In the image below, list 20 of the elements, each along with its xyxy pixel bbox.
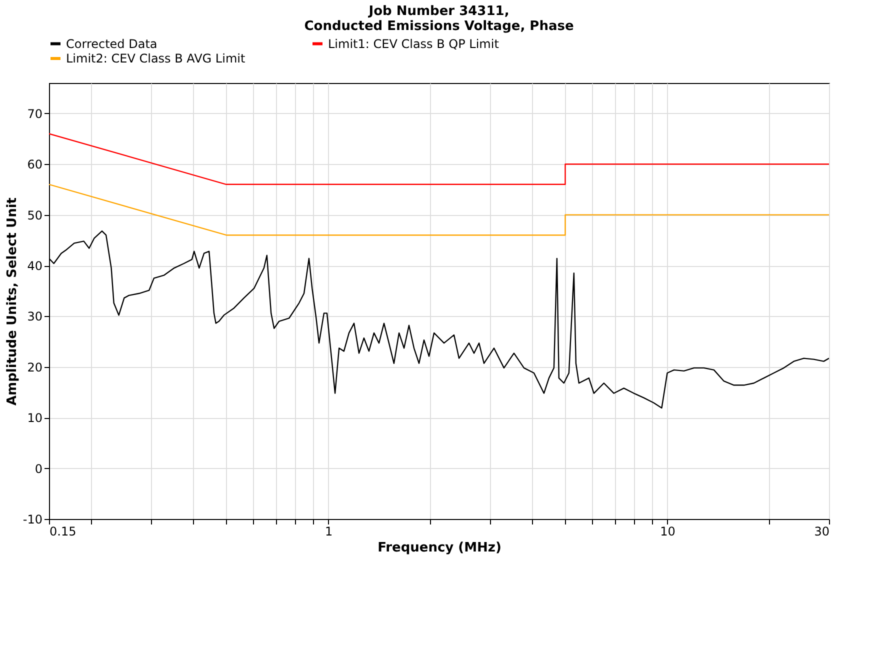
legend-label: Corrected Data: [66, 36, 158, 51]
y-tick-label: 60: [27, 158, 42, 172]
x-tick-label: 1: [324, 524, 333, 538]
x-tick-label: 30: [814, 524, 830, 538]
y-tick-label: 40: [27, 259, 42, 274]
x-axis-title: Frequency (MHz): [378, 540, 502, 556]
legend-label: Limit1: CEV Class B QP Limit: [328, 36, 500, 51]
y-tick-label: 10: [27, 411, 42, 426]
x-tick-label: 0.15: [50, 524, 76, 538]
y-tick-label: 70: [27, 106, 42, 121]
y-axis-title: Amplitude Units, Select Unit: [4, 197, 20, 406]
x-tick-label: 10: [660, 524, 676, 538]
y-tick-label: -10: [22, 512, 42, 526]
y-tick-label: 30: [27, 310, 42, 324]
y-tick-label: 0: [34, 462, 42, 476]
text: Conducted Emissions Voltage, Phase: [304, 19, 574, 34]
text: Job Number 34311,: [368, 4, 510, 19]
y-tick-label: 20: [27, 360, 42, 374]
legend-label: Limit2: CEV Class B AVG Limit: [66, 52, 246, 66]
y-tick-label: 50: [27, 208, 42, 222]
